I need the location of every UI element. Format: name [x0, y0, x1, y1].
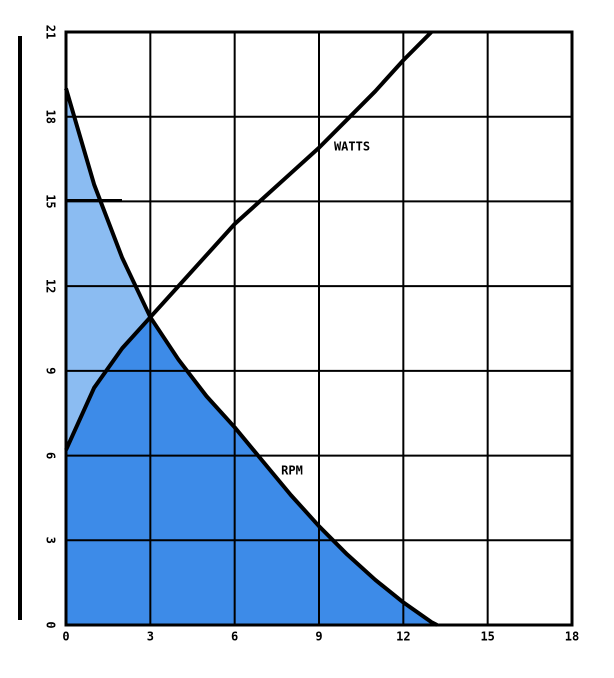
- y-tick-label: 15: [44, 194, 58, 208]
- y-tick-label: 0: [44, 621, 58, 628]
- fills: [66, 88, 438, 625]
- y-tick-label: 18: [44, 109, 58, 123]
- y-tick-label: 9: [44, 367, 58, 374]
- y-tick-label: 6: [44, 452, 58, 459]
- x-tick-label: 9: [315, 630, 322, 644]
- x-tick-label: 6: [231, 630, 238, 644]
- series-label: WATTS: [334, 140, 370, 154]
- lines: [64, 30, 438, 627]
- overlap-fill: [66, 88, 151, 450]
- series-line: [64, 87, 438, 627]
- x-tick-label: 3: [147, 630, 154, 644]
- y-tick-label: 12: [44, 279, 58, 293]
- plot-border: [64, 30, 574, 627]
- series-label: RPM: [281, 464, 303, 478]
- x-tick-label: 0: [62, 630, 69, 644]
- y-tick-label: 3: [44, 537, 58, 544]
- x-tick-label: 12: [396, 630, 410, 644]
- area-fill: [66, 317, 438, 625]
- x-tick-label: 15: [480, 630, 494, 644]
- grid: [64, 30, 574, 627]
- y-tick-label: 21: [44, 25, 58, 39]
- x-tick-label: 18: [565, 630, 579, 644]
- series-line: [64, 30, 433, 451]
